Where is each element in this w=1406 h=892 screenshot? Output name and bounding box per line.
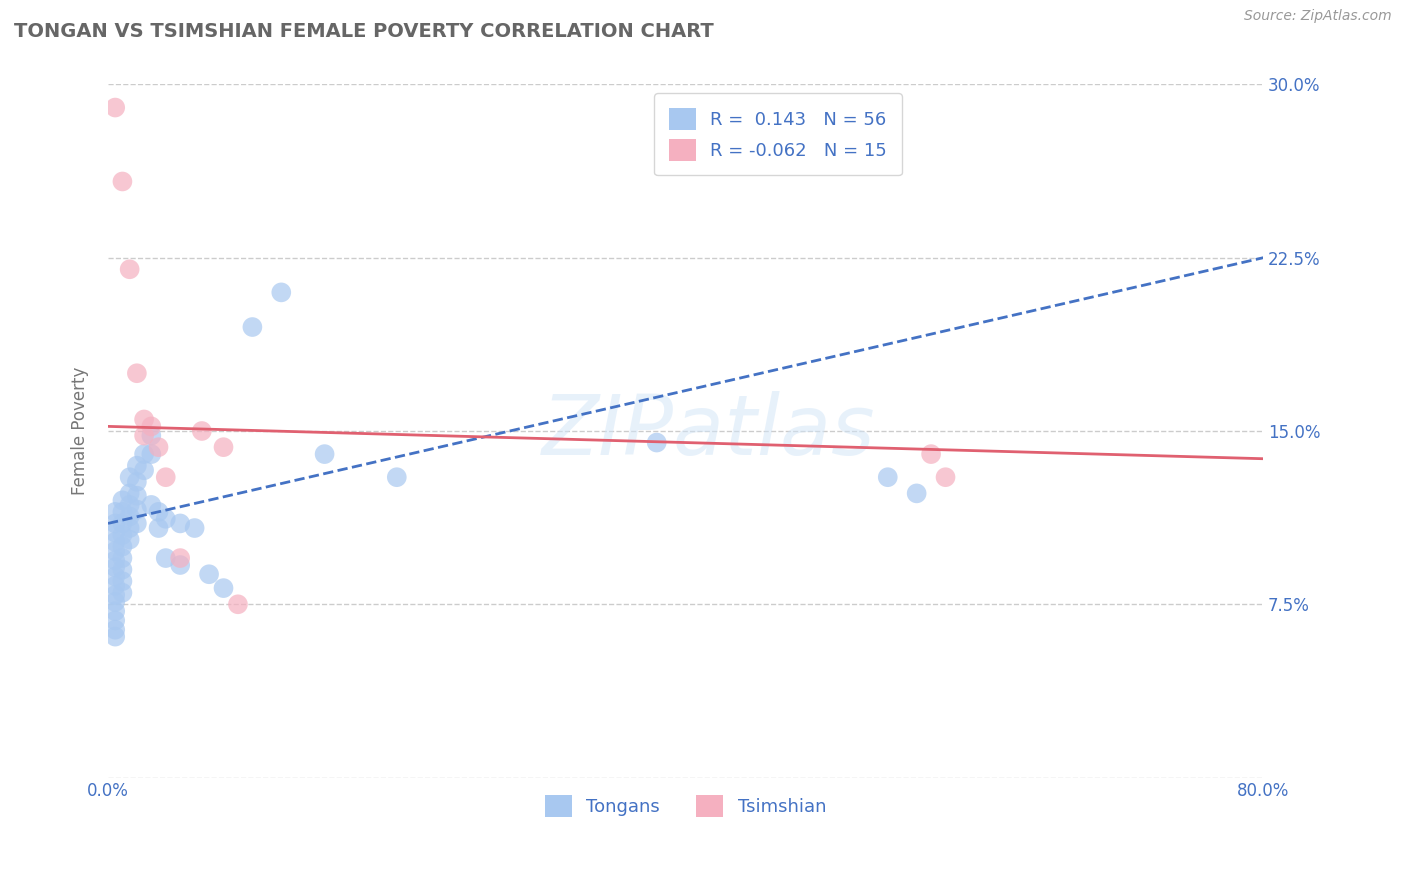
Point xyxy=(118,262,141,277)
Point xyxy=(118,533,141,547)
Point xyxy=(191,424,214,438)
Point xyxy=(104,516,127,531)
Point xyxy=(141,498,163,512)
Point xyxy=(141,447,163,461)
Point xyxy=(198,567,221,582)
Point xyxy=(104,595,127,609)
Point xyxy=(876,470,898,484)
Point xyxy=(125,516,148,531)
Point xyxy=(118,509,141,524)
Point xyxy=(125,475,148,489)
Point xyxy=(155,551,177,566)
Point xyxy=(645,435,668,450)
Y-axis label: Female Poverty: Female Poverty xyxy=(72,367,89,495)
Point xyxy=(104,630,127,644)
Point xyxy=(118,521,141,535)
Point xyxy=(148,505,170,519)
Point xyxy=(385,470,408,484)
Point xyxy=(118,498,141,512)
Point xyxy=(148,440,170,454)
Point xyxy=(920,447,942,461)
Text: Source: ZipAtlas.com: Source: ZipAtlas.com xyxy=(1244,9,1392,23)
Text: TONGAN VS TSIMSHIAN FEMALE POVERTY CORRELATION CHART: TONGAN VS TSIMSHIAN FEMALE POVERTY CORRE… xyxy=(14,22,714,41)
Point xyxy=(270,285,292,300)
Point xyxy=(169,551,191,566)
Point xyxy=(169,558,191,572)
Point xyxy=(314,447,336,461)
Legend: Tongans, Tsimshian: Tongans, Tsimshian xyxy=(537,788,834,824)
Point xyxy=(125,366,148,380)
Point xyxy=(104,544,127,558)
Point xyxy=(104,101,127,115)
Point xyxy=(141,419,163,434)
Point xyxy=(905,486,928,500)
Point xyxy=(111,574,134,589)
Point xyxy=(212,440,235,454)
Point xyxy=(132,447,155,461)
Point xyxy=(104,579,127,593)
Point xyxy=(118,486,141,500)
Point xyxy=(104,525,127,540)
Point xyxy=(242,320,264,334)
Point xyxy=(141,428,163,442)
Point xyxy=(132,428,155,442)
Point xyxy=(132,463,155,477)
Point xyxy=(111,540,134,554)
Point xyxy=(212,581,235,595)
Point xyxy=(132,412,155,426)
Point xyxy=(104,623,127,637)
Point xyxy=(111,516,134,531)
Point xyxy=(155,512,177,526)
Point xyxy=(111,174,134,188)
Point xyxy=(155,470,177,484)
Point xyxy=(104,560,127,574)
Point xyxy=(226,597,249,611)
Point xyxy=(111,551,134,566)
Point xyxy=(104,553,127,567)
Point xyxy=(125,489,148,503)
Point xyxy=(104,588,127,602)
Point xyxy=(111,563,134,577)
Point xyxy=(125,458,148,473)
Point xyxy=(111,528,134,542)
Point xyxy=(104,505,127,519)
Point xyxy=(111,505,134,519)
Point xyxy=(934,470,956,484)
Point xyxy=(111,493,134,508)
Point xyxy=(148,521,170,535)
Point xyxy=(111,585,134,599)
Point xyxy=(125,502,148,516)
Point xyxy=(104,604,127,618)
Point xyxy=(104,614,127,628)
Point xyxy=(104,535,127,549)
Point xyxy=(104,569,127,583)
Point xyxy=(169,516,191,531)
Point xyxy=(183,521,205,535)
Text: ZIPatlas: ZIPatlas xyxy=(541,391,876,472)
Point xyxy=(118,470,141,484)
